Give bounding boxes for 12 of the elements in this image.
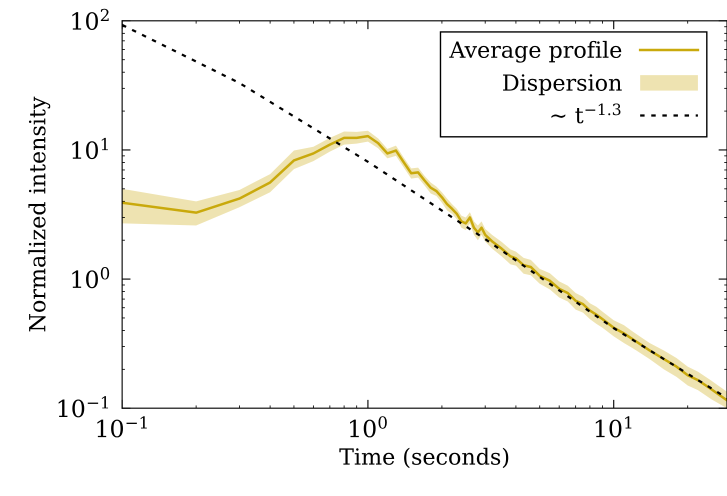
- y-tick-label: 10$^{1}$: [72, 138, 108, 160]
- x-tick-label: 10$^{1}$: [596, 416, 632, 438]
- x-tick-label: 10$^{0}$: [350, 416, 387, 438]
- legend-label: Average profile: [449, 40, 622, 63]
- y-tick-label: 10$^{0}$: [72, 267, 110, 288]
- x-tick-label: 10$^{−1}$: [97, 416, 147, 438]
- annotation: Dispersion: [503, 74, 622, 96]
- legend-label: ∼ t$^{−1.3}$: [551, 103, 620, 124]
- y-tick-label: 10$^{−1}$: [58, 396, 108, 418]
- y-tick-label: 10$^{2}$: [72, 8, 109, 30]
- x-axis-title: Time (seconds): [339, 448, 508, 468]
- y-axis-title: Normalized intensity: [28, 96, 50, 332]
